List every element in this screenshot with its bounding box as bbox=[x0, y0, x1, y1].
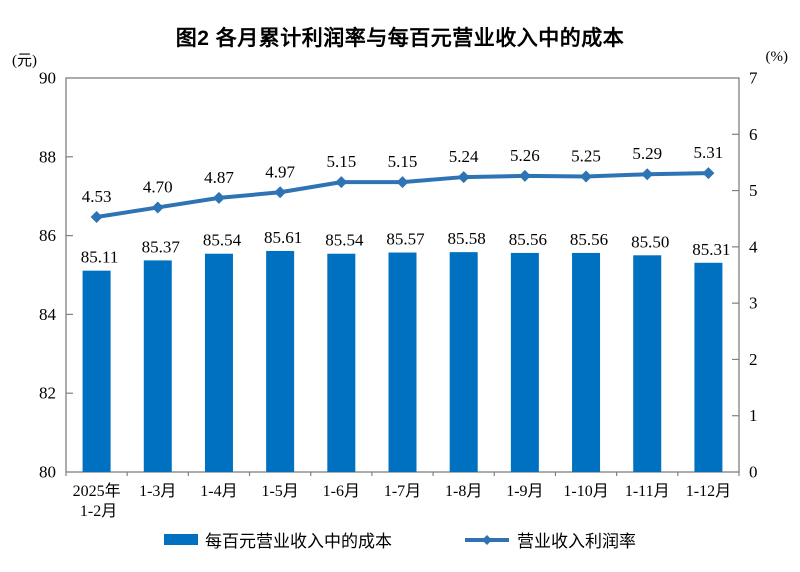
line-marker-diamond bbox=[335, 176, 348, 189]
line-value-label: 5.15 bbox=[326, 152, 356, 171]
x-category-label: 1-10月 bbox=[563, 483, 608, 500]
bar bbox=[143, 260, 172, 472]
bar-value-label: 85.31 bbox=[692, 240, 730, 259]
legend-label-cost: 每百元营业收入中的成本 bbox=[205, 532, 392, 551]
line-marker-diamond bbox=[457, 171, 470, 184]
line-value-label: 5.15 bbox=[388, 152, 418, 171]
x-category-label: 1-2月 bbox=[80, 503, 117, 520]
line-marker-diamond bbox=[274, 186, 287, 199]
bar-value-label: 85.57 bbox=[386, 230, 425, 249]
right-axis-tick-label: 2 bbox=[749, 350, 758, 369]
left-axis-tick-label: 88 bbox=[39, 147, 56, 166]
x-category-label: 1-7月 bbox=[384, 483, 421, 500]
bar bbox=[449, 252, 478, 472]
line-marker-diamond bbox=[396, 176, 409, 189]
right-axis-unit-label: (%) bbox=[765, 49, 789, 65]
line-marker-diamond bbox=[212, 191, 225, 204]
bar bbox=[510, 252, 539, 472]
left-axis-unit-label: (元) bbox=[12, 53, 37, 69]
right-axis-tick-label: 4 bbox=[749, 237, 758, 256]
bar bbox=[633, 255, 662, 472]
x-category-label: 2025年 bbox=[73, 482, 121, 500]
line-value-label: 5.25 bbox=[571, 147, 601, 166]
left-axis-tick-label: 82 bbox=[39, 384, 56, 403]
line-marker-diamond bbox=[151, 201, 164, 214]
line-value-label: 4.87 bbox=[204, 168, 234, 187]
line-marker-diamond bbox=[580, 170, 593, 183]
bar bbox=[327, 253, 356, 472]
legend: 每百元营业收入中的成本 营业收入利润率 bbox=[0, 527, 800, 552]
x-category-label: 1-12月 bbox=[686, 483, 731, 500]
x-category-label: 1-3月 bbox=[139, 483, 176, 500]
left-axis-tick-label: 86 bbox=[39, 226, 56, 245]
bar-value-label: 85.58 bbox=[448, 229, 486, 248]
bar-value-label: 85.54 bbox=[325, 231, 364, 250]
left-axis-tick-label: 84 bbox=[39, 305, 57, 324]
right-axis-tick-label: 5 bbox=[749, 181, 758, 200]
bar-value-label: 85.54 bbox=[203, 231, 242, 250]
left-axis-tick-label: 80 bbox=[39, 463, 56, 482]
bar-value-label: 85.56 bbox=[570, 230, 608, 249]
bar bbox=[266, 250, 295, 472]
line-value-label: 5.24 bbox=[449, 147, 479, 166]
x-category-label: 1-5月 bbox=[261, 483, 298, 500]
bar bbox=[694, 262, 723, 472]
bar-series-swatch-icon bbox=[164, 534, 198, 545]
x-category-label: 1-6月 bbox=[323, 483, 360, 500]
bar-value-label: 85.11 bbox=[81, 248, 119, 267]
line-value-label: 4.53 bbox=[82, 187, 112, 206]
legend-label-profit-rate: 营业收入利润率 bbox=[517, 532, 636, 551]
line-value-label: 4.70 bbox=[143, 177, 173, 196]
chart-title: 图2 各月累计利润率与每百元营业收入中的成本 bbox=[175, 27, 625, 50]
line-marker-diamond bbox=[641, 168, 654, 181]
legend-item-profit-rate: 营业收入利润率 bbox=[464, 527, 636, 552]
bar bbox=[572, 252, 601, 472]
bar-value-label: 85.37 bbox=[142, 237, 181, 256]
legend-item-cost: 每百元营业收入中的成本 bbox=[164, 527, 392, 552]
x-category-label: 1-9月 bbox=[506, 483, 543, 500]
line-value-label: 5.29 bbox=[632, 144, 662, 163]
line-marker-diamond bbox=[702, 167, 715, 180]
x-category-label: 1-11月 bbox=[625, 483, 670, 500]
right-axis-tick-label: 1 bbox=[749, 406, 758, 425]
right-axis-tick-label: 3 bbox=[749, 294, 758, 313]
bar-value-label: 85.50 bbox=[631, 232, 669, 251]
line-value-label: 5.31 bbox=[694, 143, 724, 162]
right-axis-tick-label: 0 bbox=[749, 463, 758, 482]
right-axis-tick-label: 7 bbox=[749, 69, 758, 88]
left-axis-tick-label: 90 bbox=[39, 69, 56, 88]
bar bbox=[82, 270, 111, 472]
line-value-label: 5.26 bbox=[510, 146, 540, 165]
x-category-label: 1-4月 bbox=[200, 483, 237, 500]
bar-value-label: 85.61 bbox=[264, 228, 302, 247]
bar-value-label: 85.56 bbox=[509, 230, 547, 249]
line-value-label: 4.97 bbox=[265, 162, 295, 181]
x-category-label: 1-8月 bbox=[445, 483, 482, 500]
line-marker-diamond bbox=[90, 211, 103, 224]
bar bbox=[388, 252, 417, 472]
line-series-swatch-icon bbox=[465, 534, 509, 545]
bar bbox=[204, 253, 233, 472]
line-marker-diamond bbox=[518, 169, 531, 182]
right-axis-tick-label: 6 bbox=[749, 125, 758, 144]
